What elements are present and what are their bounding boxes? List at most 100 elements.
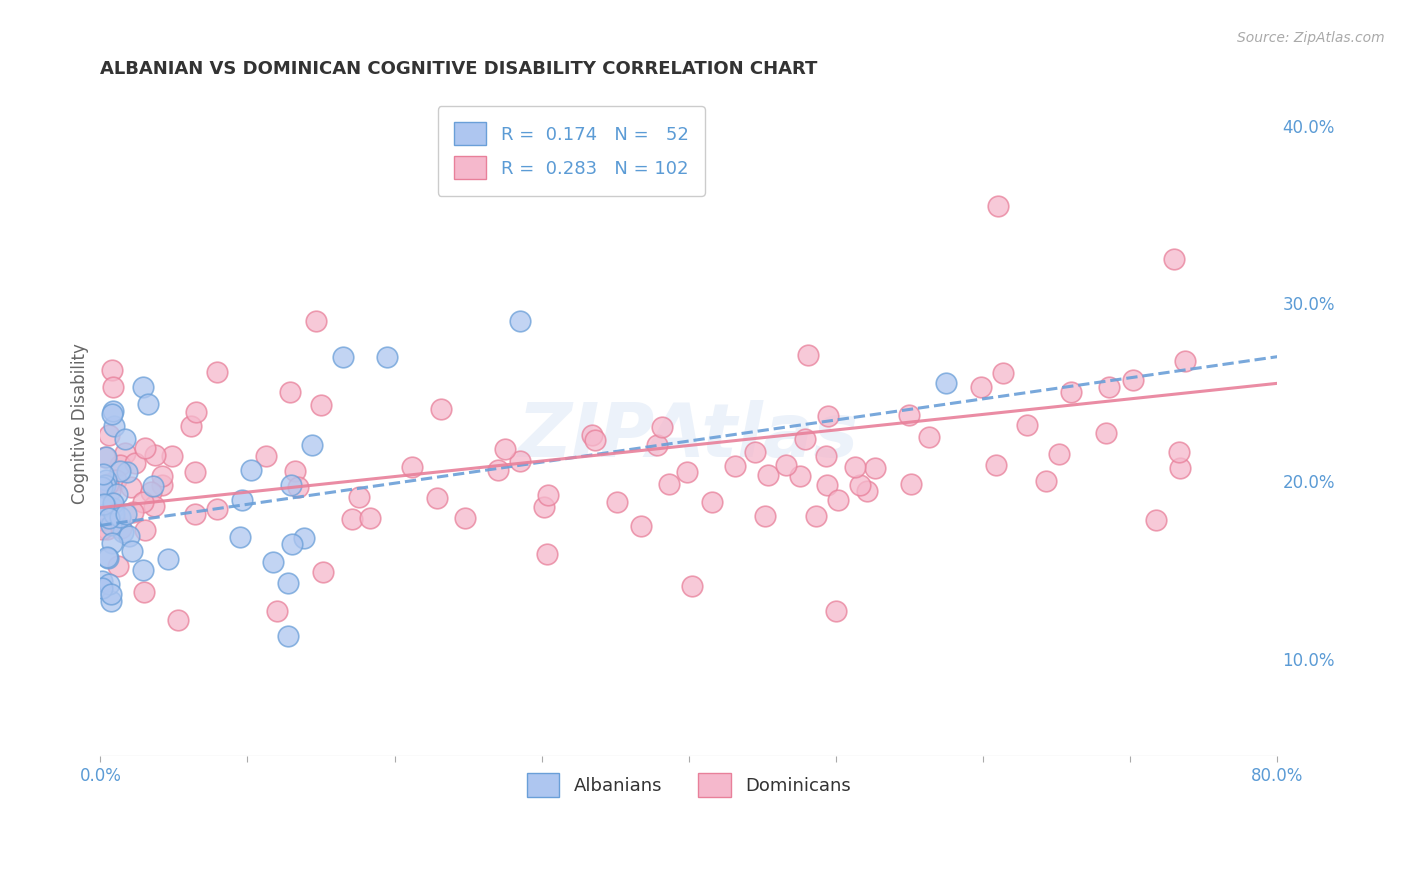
Point [312,565,335,579]
Point [229,530,252,544]
Point [101,363,124,377]
Point [533,500,555,514]
Legend: Albanians, Dominicans: Albanians, Dominicans [520,766,858,804]
Point [277,629,299,643]
Point [1017,417,1039,432]
Point [1098,379,1121,393]
Point [744,444,766,458]
Point [817,409,839,423]
Point [90,480,112,494]
Point [266,604,288,618]
Point [90,508,112,523]
Point [205,365,228,379]
Point [804,508,827,523]
Text: ALBANIAN VS DOMINICAN COGNITIVE DISABILITY CORRELATION CHART: ALBANIAN VS DOMINICAN COGNITIVE DISABILI… [100,60,818,78]
Point [486,463,509,477]
Point [359,510,381,524]
Point [114,433,136,447]
Point [105,486,128,500]
Point [509,453,531,467]
Point [131,563,153,577]
Point [429,401,451,416]
Point [280,477,302,491]
Point [863,461,886,475]
Point [898,408,921,422]
Point [581,428,603,442]
Point [96,473,118,487]
Point [1144,512,1167,526]
Point [96,522,118,536]
Point [537,488,560,502]
Point [93,497,115,511]
Point [121,505,143,519]
Point [647,438,669,452]
Point [98,484,121,499]
Point [681,579,703,593]
Point [724,459,747,474]
Point [121,544,143,558]
Point [97,427,120,442]
Point [630,519,652,533]
Point [108,510,131,524]
Point [536,547,558,561]
Point [794,432,817,446]
Point [143,499,166,513]
Point [262,555,284,569]
Point [100,594,122,608]
Point [118,529,141,543]
Point [254,450,277,464]
Point [700,494,723,508]
Point [101,404,124,418]
Point [825,604,848,618]
Point [340,512,363,526]
Text: Source: ZipAtlas.com: Source: ZipAtlas.com [1237,31,1385,45]
Point [104,473,127,487]
Point [332,350,354,364]
Point [93,478,115,492]
Point [984,458,1007,472]
Point [97,576,120,591]
Point [150,469,173,483]
Point [280,537,302,551]
Point [775,458,797,473]
Point [184,465,207,479]
Point [827,493,849,508]
Point [987,199,1010,213]
Point [100,586,122,600]
Point [651,420,673,434]
Point [103,496,125,510]
Point [150,478,173,492]
Point [855,483,877,498]
Point [918,430,941,444]
Point [205,502,228,516]
Point [1095,426,1118,441]
Point [96,550,118,565]
Point [1122,373,1144,387]
Point [676,465,699,479]
Point [101,500,124,515]
Point [815,478,838,492]
Point [426,491,449,506]
Point [301,438,323,452]
Point [1047,447,1070,461]
Point [132,495,155,509]
Point [815,449,838,463]
Point [756,468,779,483]
Point [1059,384,1081,399]
Point [132,380,155,394]
Point [90,522,112,536]
Point [754,508,776,523]
Point [1168,461,1191,475]
Point [184,507,207,521]
Point [1174,354,1197,368]
Point [143,448,166,462]
Point [401,459,423,474]
Point [294,531,316,545]
Point [494,442,516,456]
Point [844,459,866,474]
Point [167,613,190,627]
Point [136,397,159,411]
Point [900,476,922,491]
Point [90,574,112,588]
Point [347,490,370,504]
